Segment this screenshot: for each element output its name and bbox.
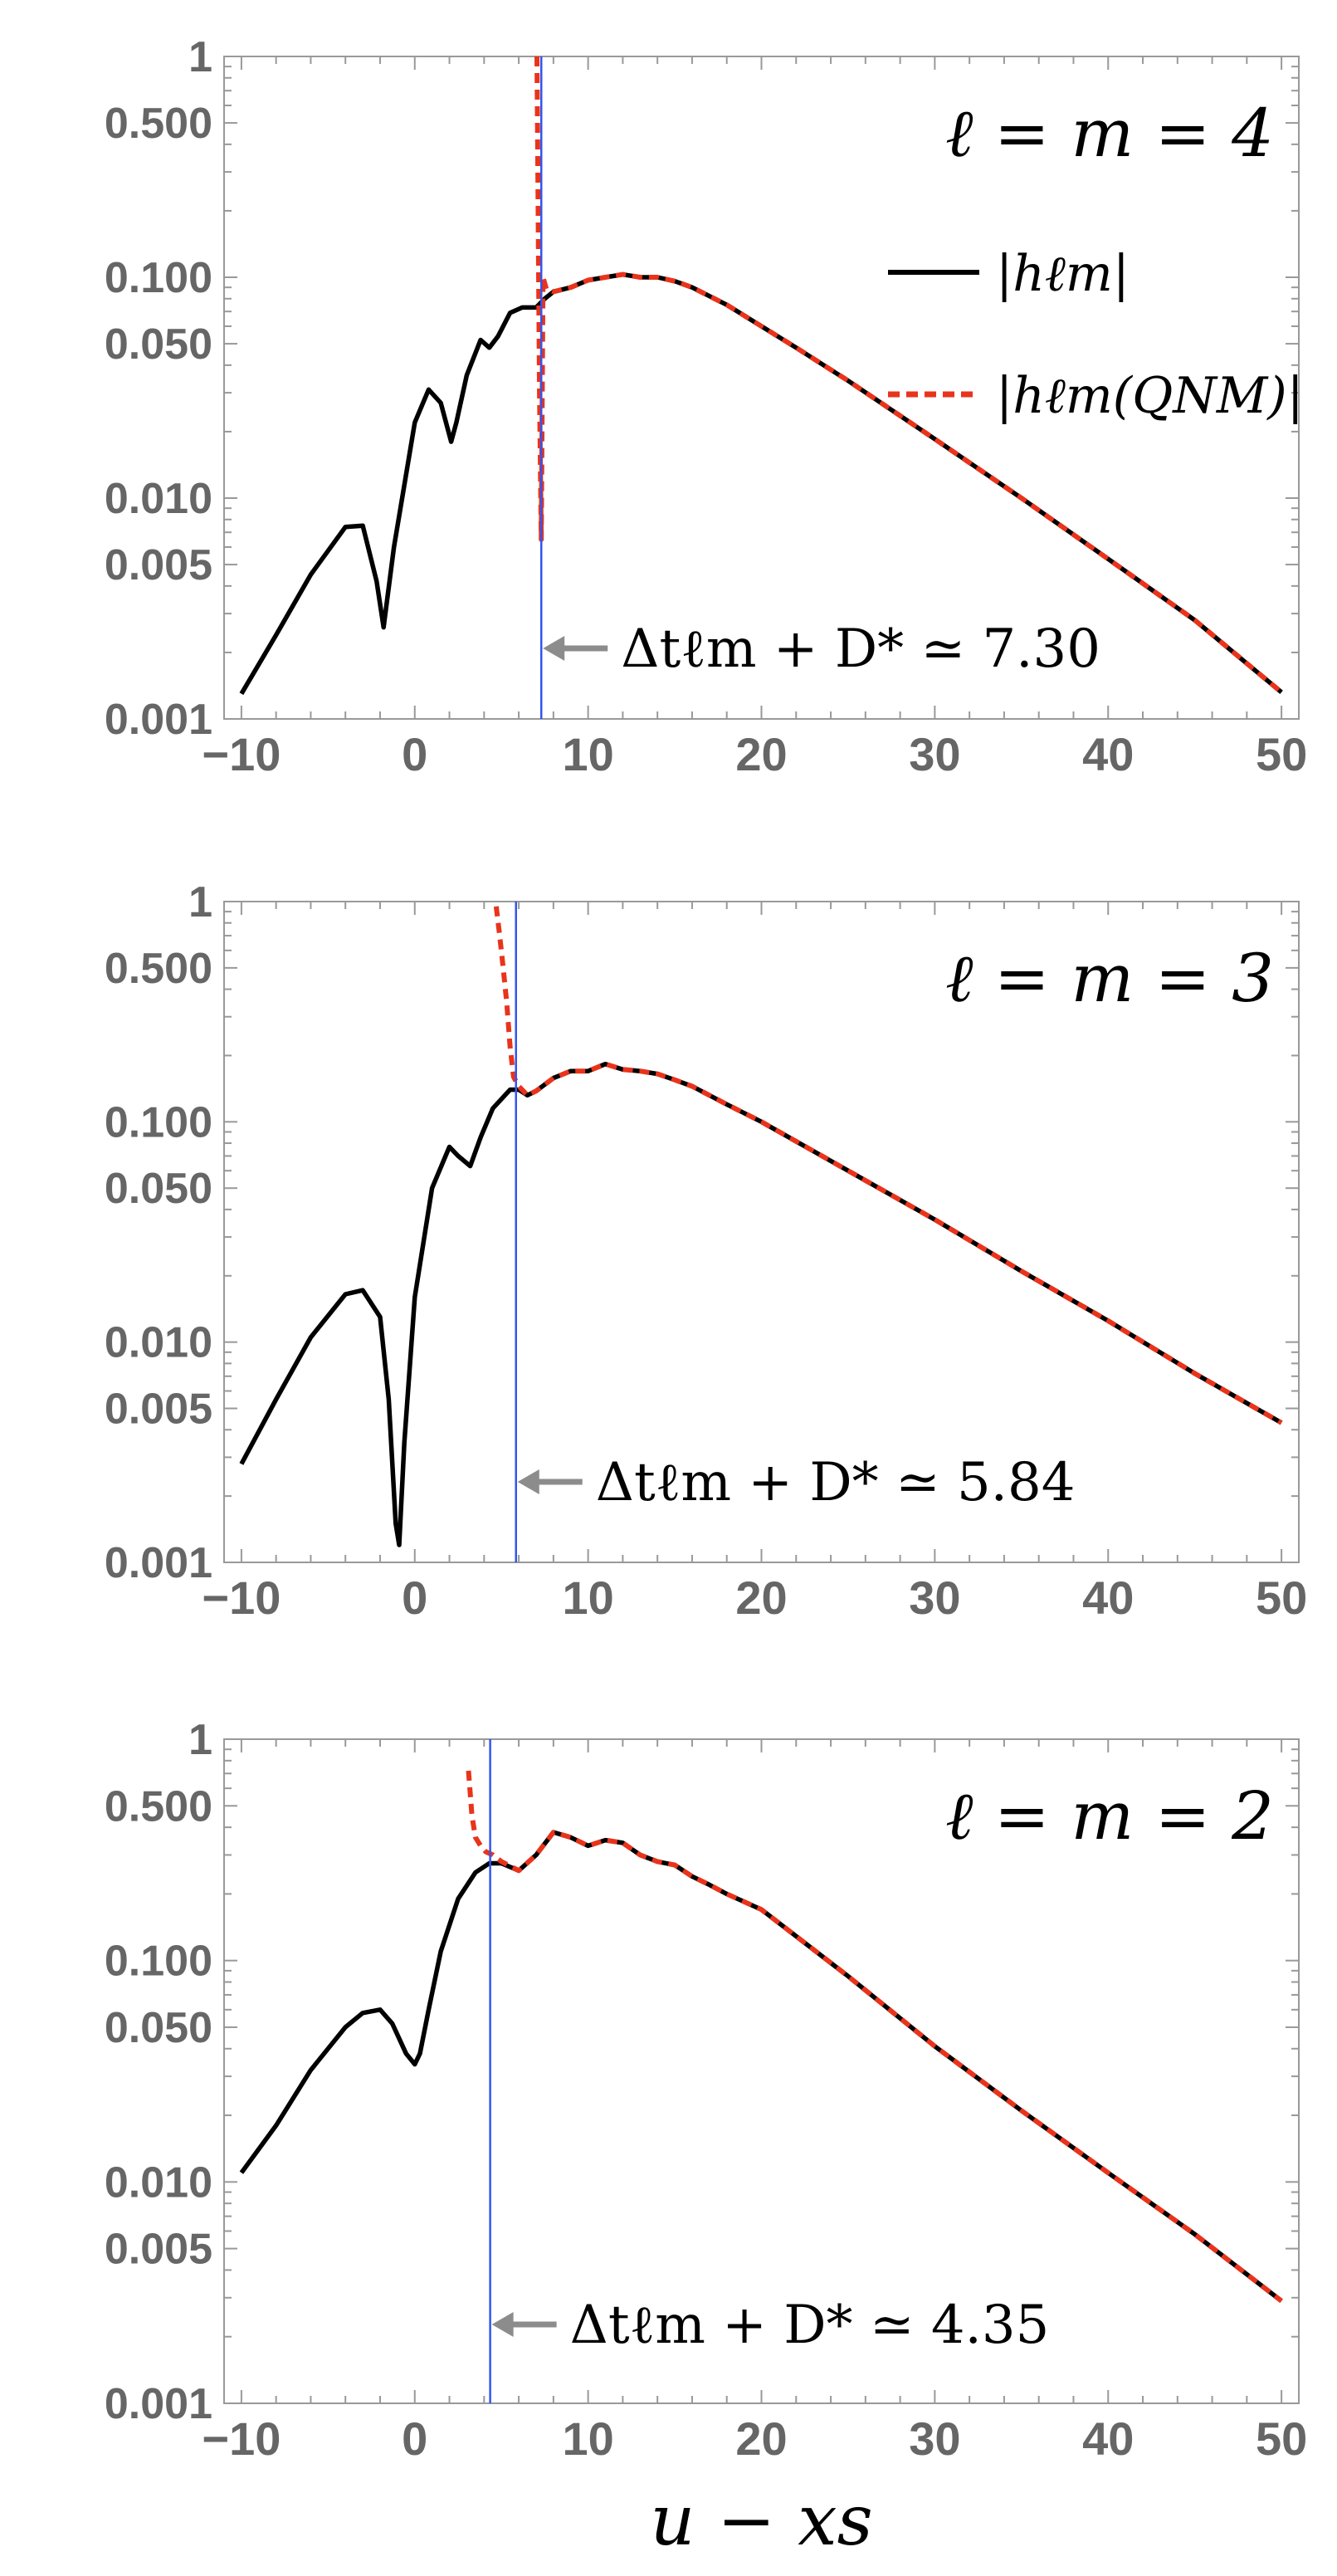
- legend-label-full: |hℓm|: [996, 245, 1130, 303]
- y-tick-label: 1: [188, 1716, 212, 1764]
- y-tick-label: 0.010: [105, 2158, 212, 2207]
- y-tick-label: 0.050: [105, 320, 212, 369]
- x-tick-label: 30: [909, 1572, 960, 1624]
- panel-title: ℓ = m = 2: [945, 1777, 1274, 1855]
- chart-panel-3: 1 0.500 0.100 0.050 0.010 0.005 0.001−10 0 10 20 3…: [105, 1716, 1307, 2561]
- series-line-qnm: [493, 906, 1283, 1425]
- x-tick-label: −10: [202, 2412, 281, 2465]
- x-tick-label: 0: [402, 2412, 427, 2465]
- y-tick-label: 0.050: [105, 2004, 212, 2052]
- y-tick-label: 0.100: [105, 254, 212, 302]
- x-tick-label: 20: [735, 2412, 787, 2465]
- y-tick-label: 0.005: [105, 541, 212, 589]
- series-line-full: [239, 1830, 1283, 2303]
- y-tick-label: 0.005: [105, 2226, 212, 2274]
- y-tick-label: 0.500: [105, 1782, 212, 1831]
- panel-title: ℓ = m = 3: [945, 940, 1274, 1017]
- annotation-label: Δtℓm + D* ≃ 7.30: [621, 618, 1100, 680]
- annotation-label: Δtℓm + D* ≃ 5.84: [596, 1452, 1076, 1513]
- y-tick-label: 0.500: [105, 945, 212, 993]
- x-tick-label: 0: [402, 728, 427, 780]
- y-tick-label: 0.100: [105, 1938, 212, 1986]
- x-tick-label: 0: [402, 1572, 427, 1624]
- y-tick-label: 1: [188, 878, 212, 926]
- y-tick-label: 0.001: [105, 2380, 212, 2428]
- x-tick-label: 50: [1256, 728, 1307, 780]
- arrow-head: [491, 2312, 514, 2337]
- x-tick-label: 40: [1082, 728, 1134, 780]
- y-tick-label: 0.010: [105, 1319, 212, 1367]
- x-tick-label: 10: [562, 1572, 613, 1624]
- x-tick-label: 40: [1082, 1572, 1134, 1624]
- x-tick-label: 20: [735, 1572, 787, 1624]
- x-tick-label: −10: [202, 728, 281, 780]
- y-tick-label: 1: [188, 33, 212, 81]
- x-tick-label: 10: [562, 2412, 613, 2465]
- y-tick-label: 0.010: [105, 475, 212, 523]
- x-tick-label: 50: [1256, 2412, 1307, 2465]
- legend-label-qnm: |hℓm(QNM)|: [996, 367, 1304, 425]
- x-tick-label: 10: [562, 728, 613, 780]
- y-tick-label: 0.001: [105, 1539, 212, 1587]
- y-tick-label: 0.005: [105, 1386, 212, 1434]
- x-tick-label: −10: [202, 1572, 281, 1624]
- x-tick-label: 30: [909, 2412, 960, 2465]
- y-tick-label: 0.100: [105, 1098, 212, 1146]
- y-tick-label: 0.050: [105, 1165, 212, 1213]
- panel-title: ℓ = m = 4: [945, 95, 1274, 172]
- series-line-qnm: [534, 56, 1284, 695]
- y-tick-label: 0.001: [105, 696, 212, 744]
- series-line-qnm: [466, 1770, 1283, 2304]
- x-tick-label: 20: [735, 728, 787, 780]
- arrow-head: [543, 636, 565, 661]
- x-tick-label: 30: [909, 728, 960, 780]
- chart-panel-2: 1 0.500 0.100 0.050 0.010 0.005 0.001−10 0 10 20 3…: [105, 878, 1307, 1624]
- x-axis-label: u − xs: [650, 2480, 872, 2561]
- arrow-head: [517, 1469, 539, 1494]
- x-tick-label: 50: [1256, 1572, 1307, 1624]
- y-tick-label: 0.500: [105, 100, 212, 148]
- chart-panel-1: 1 0.500 0.100 0.050 0.010 0.005 0.001−10 0 10 20 3…: [105, 33, 1307, 780]
- annotation-label: Δtℓm + D* ≃ 4.35: [570, 2295, 1050, 2356]
- x-tick-label: 40: [1082, 2412, 1134, 2465]
